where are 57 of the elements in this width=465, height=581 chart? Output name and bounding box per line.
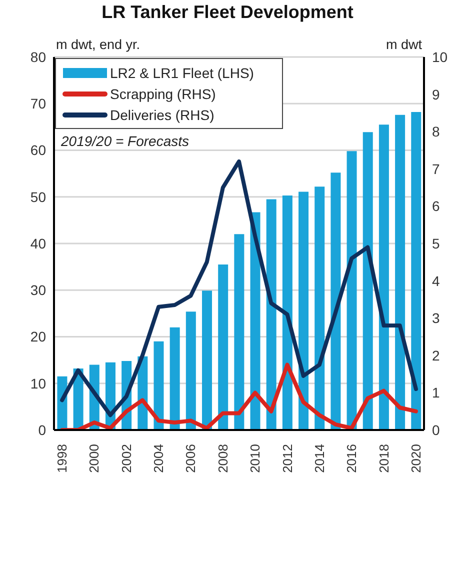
x-tick-label: 2000	[86, 444, 102, 473]
line-series	[60, 362, 418, 430]
legend-label: Scrapping (RHS)	[110, 86, 216, 102]
y2-tick-label: 0	[432, 422, 440, 438]
y-axis-title: m dwt, end yr.	[56, 37, 140, 52]
x-tick-label: 2014	[312, 444, 327, 473]
bar	[395, 114, 406, 430]
y-tick-label: 40	[30, 235, 46, 252]
line-series	[60, 159, 418, 418]
y2-tick-label: 10	[432, 48, 448, 65]
chart-title: LR Tanker Fleet Development	[100, 2, 354, 23]
y2-tick-label: 4	[432, 272, 440, 289]
bar	[411, 112, 422, 430]
x-tick-label: 1998	[54, 444, 70, 473]
bar	[154, 341, 164, 430]
y2-tick-label: 3	[432, 310, 440, 326]
annotation: 2019/20 = Forecasts	[61, 133, 190, 149]
y2-tick-label: 1	[432, 384, 440, 401]
bar	[346, 151, 357, 430]
x-tick-label: 2002	[118, 444, 134, 473]
y2-tick-label: 9	[432, 86, 440, 102]
bar	[330, 172, 341, 430]
x-tick-label: 2004	[151, 444, 166, 473]
y-tick-label: 30	[30, 282, 46, 298]
y-tick-label: 20	[30, 328, 46, 345]
y-tick-label: 70	[30, 96, 46, 112]
bar	[234, 234, 244, 430]
x-tick-label: 2020	[408, 444, 424, 473]
y-tick-label: 10	[30, 375, 46, 392]
bar	[170, 327, 180, 430]
bar	[266, 199, 276, 430]
y-tick-label: 80	[30, 48, 46, 65]
y2-tick-label: 2	[432, 347, 440, 364]
y2-tick-label: 7	[432, 160, 440, 177]
y-tick-label: 60	[30, 142, 46, 158]
bar	[202, 290, 212, 430]
y2-axis-title: m dwt	[386, 37, 422, 52]
x-tick-label: 2006	[183, 444, 198, 473]
bar	[362, 132, 373, 430]
x-tick-label: 2012	[280, 444, 295, 473]
bar	[282, 195, 292, 430]
y-tick-label: 50	[30, 188, 46, 205]
legend-label: LR2 & LR1 Fleet (LHS)	[110, 64, 254, 80]
y2-tick-label: 8	[432, 124, 440, 140]
x-tick-label: 2010	[248, 444, 263, 473]
y2-tick-label: 6	[432, 198, 440, 214]
bar	[314, 186, 325, 430]
legend-label: Deliveries (RHS)	[110, 106, 214, 122]
bar	[186, 312, 196, 430]
y-tick-label: 0	[38, 422, 46, 438]
y2-tick-label: 5	[432, 235, 440, 252]
x-tick-label: 2016	[344, 444, 360, 473]
x-tick-label: 2018	[376, 444, 392, 473]
bar	[378, 124, 389, 430]
x-tick-label: 2008	[215, 444, 230, 473]
bar	[218, 264, 228, 430]
bar	[298, 192, 309, 430]
